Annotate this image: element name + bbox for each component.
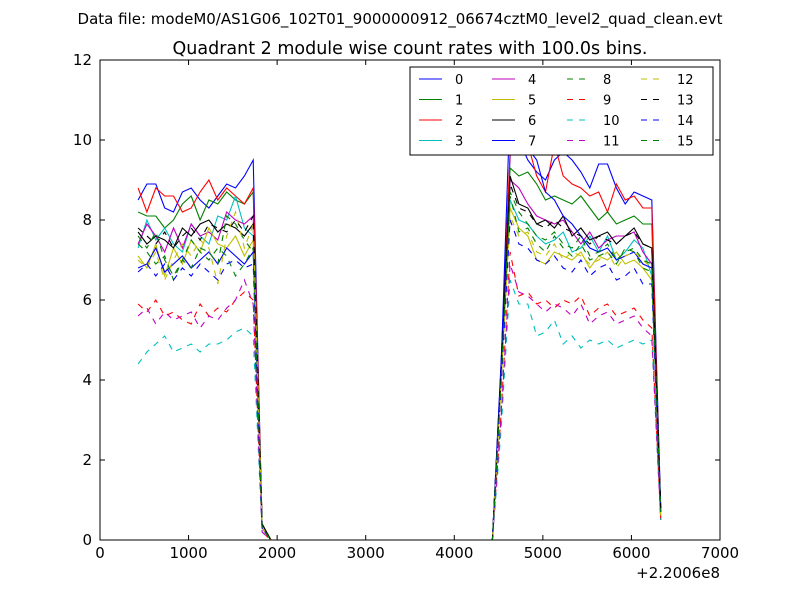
y-tick-label: 6 bbox=[82, 291, 92, 309]
x-tick-label: 6000 bbox=[612, 544, 650, 562]
legend-label-11: 11 bbox=[603, 135, 620, 150]
x-tick-label: 2000 bbox=[258, 544, 296, 562]
y-tick-label: 0 bbox=[82, 531, 92, 549]
x-tick-label: 3000 bbox=[347, 544, 385, 562]
legend-label-10: 10 bbox=[603, 114, 620, 129]
figure-suptitle: Data file: modeM0/AS1G06_102T01_90000009… bbox=[78, 10, 723, 29]
legend-label-0: 0 bbox=[455, 73, 463, 88]
y-tick-label: 12 bbox=[73, 51, 92, 69]
legend-label-7: 7 bbox=[528, 135, 536, 150]
legend-label-3: 3 bbox=[455, 135, 463, 150]
x-tick-label: 7000 bbox=[701, 544, 739, 562]
x-tick-label: 4000 bbox=[435, 544, 473, 562]
legend-label-12: 12 bbox=[677, 73, 694, 88]
x-tick-label: 5000 bbox=[524, 544, 562, 562]
legend-label-13: 13 bbox=[677, 94, 694, 109]
legend-frame bbox=[409, 66, 714, 156]
x-offset-label: +2.2006e8 bbox=[636, 564, 720, 582]
legend-label-5: 5 bbox=[528, 94, 536, 109]
legend-label-9: 9 bbox=[603, 94, 611, 109]
series-layer bbox=[137, 103, 662, 541]
legend-label-4: 4 bbox=[528, 73, 536, 88]
legend-label-15: 15 bbox=[677, 135, 694, 150]
series-line-9 bbox=[137, 251, 662, 541]
legend-label-1: 1 bbox=[455, 94, 463, 109]
series-line-12 bbox=[137, 210, 662, 541]
series-line-10 bbox=[137, 279, 662, 541]
legend-label-2: 2 bbox=[455, 114, 463, 129]
legend-label-6: 6 bbox=[528, 114, 536, 129]
y-tick-label: 10 bbox=[73, 131, 92, 149]
series-line-15 bbox=[137, 191, 662, 541]
series-line-8 bbox=[137, 195, 662, 541]
y-tick-label: 8 bbox=[82, 211, 92, 229]
x-tick-label: 0 bbox=[95, 544, 105, 562]
series-line-11 bbox=[137, 263, 662, 541]
legend-label-14: 14 bbox=[677, 114, 694, 129]
y-tick-label: 4 bbox=[82, 371, 92, 389]
y-tick-label: 2 bbox=[82, 451, 92, 469]
legend-label-8: 8 bbox=[603, 73, 611, 88]
chart-title: Quadrant 2 module wise count rates with … bbox=[173, 39, 648, 59]
x-tick-label: 1000 bbox=[169, 544, 207, 562]
